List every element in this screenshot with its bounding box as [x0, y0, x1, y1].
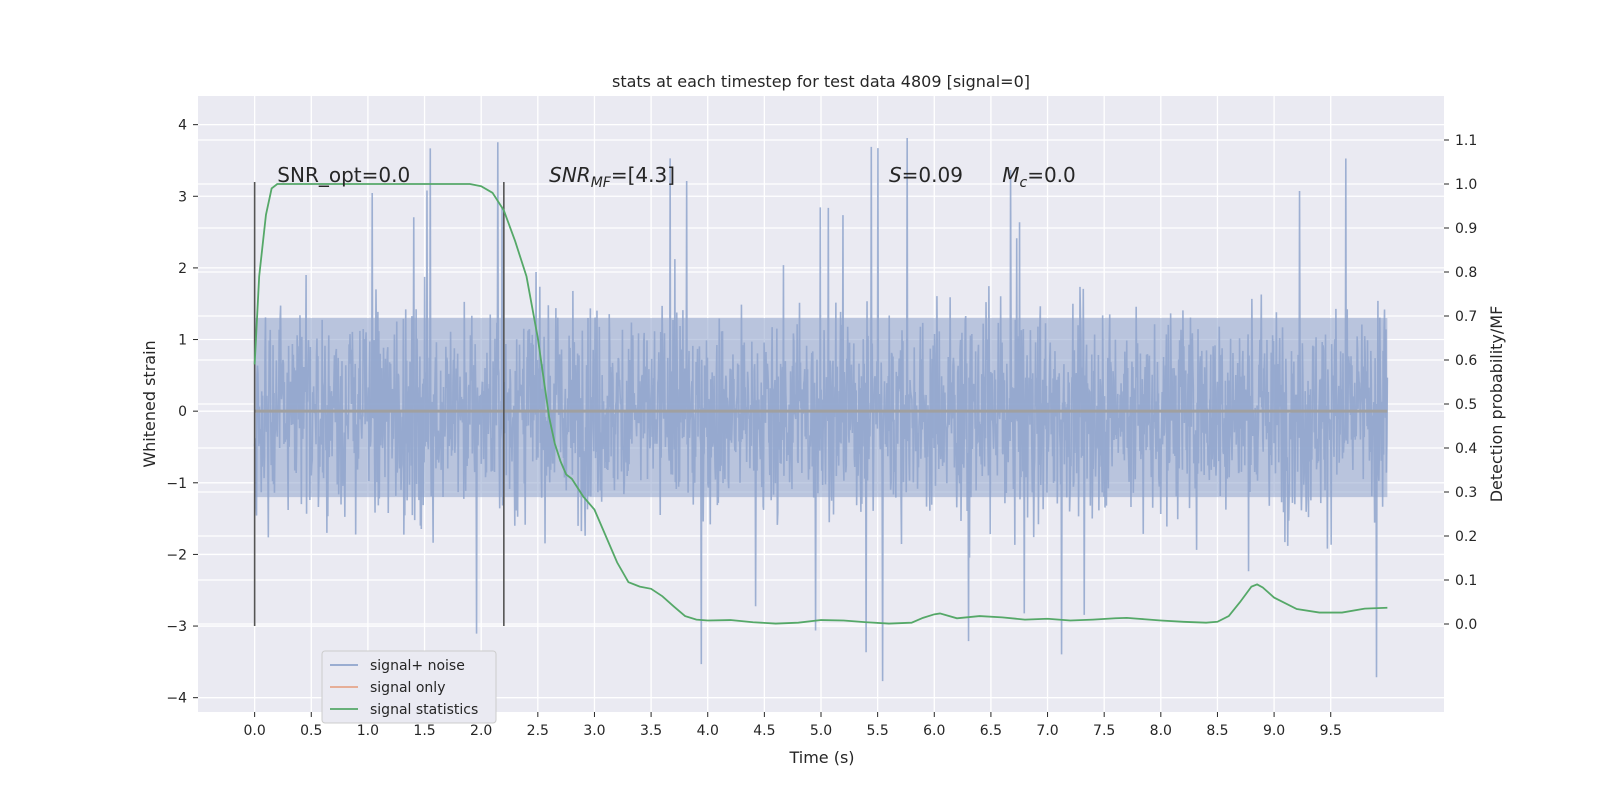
- y2-tick-label: 1.1: [1455, 133, 1477, 149]
- y2-tick-label: 0.3: [1455, 485, 1477, 501]
- annotation: SNRMF=[4.3]: [549, 163, 675, 191]
- y2-tick-label: 0.7: [1455, 309, 1477, 325]
- legend-label: signal statistics: [370, 702, 478, 718]
- x-tick-label: 1.5: [413, 723, 435, 739]
- y-axis-label: Whitened strain: [140, 340, 159, 467]
- y-tick-label: 1: [178, 333, 187, 349]
- y2-tick-label: 0.0: [1455, 617, 1477, 633]
- legend-box: [321, 650, 497, 724]
- x-axis-ticks: 0.0 0.5 1.0 1.5 2.0 2.5 3.0 3.5 4.0 4.5 5.0 5.5 6.0 6…: [244, 712, 1342, 739]
- y2-tick-label: 0.8: [1455, 265, 1477, 281]
- x-tick-label: 3.5: [640, 723, 662, 739]
- chart-title: stats at each timestep for test data 480…: [612, 72, 1030, 91]
- x-tick-label: 9.0: [1263, 723, 1285, 739]
- x-tick-label: 5.0: [810, 723, 832, 739]
- y2-axis-ticks: 1.1 1.0 0.9 0.8 0.7 0.6 0.5 0.4 0.3 0.2 0.1 0.0: [1444, 133, 1477, 633]
- vertical-markers: [253, 181, 505, 627]
- x-tick-label: 9.5: [1320, 723, 1342, 739]
- y2-tick-label: 0.5: [1455, 397, 1477, 413]
- y2-tick-label: 0.2: [1455, 529, 1477, 545]
- x-tick-label: 2.0: [470, 723, 492, 739]
- legend: signal+ noise signal only signal statistic…: [321, 650, 497, 724]
- y2-tick-label: 0.1: [1455, 573, 1477, 589]
- y2-tick-label: 0.4: [1455, 441, 1477, 457]
- x-tick-label: 4.5: [753, 723, 775, 739]
- legend-label: signal+ noise: [370, 658, 465, 674]
- y-tick-label: 3: [178, 189, 187, 205]
- y-axis-ticks: 4 3 2 1 0 −1 −2 −3 −4: [166, 118, 198, 707]
- annotation: Mc=0.0: [1002, 163, 1076, 191]
- x-tick-label: 6.0: [923, 723, 945, 739]
- x-tick-label: 7.5: [1093, 723, 1115, 739]
- x-tick-label: 3.0: [583, 723, 605, 739]
- x-tick-label: 8.0: [1150, 723, 1172, 739]
- y-tick-label: −1: [166, 476, 187, 492]
- series-signal-statistics: [253, 183, 1388, 625]
- annotations: SNR_opt=0.0 SNRMF=[4.3] S=0.09 Mc=0.0: [277, 163, 1075, 191]
- y-tick-label: 4: [178, 118, 187, 134]
- x-axis-label: Time (s): [788, 748, 854, 767]
- y-tick-label: −3: [166, 619, 187, 635]
- x-tick-label: 6.5: [980, 723, 1002, 739]
- x-tick-label: 7.0: [1036, 723, 1058, 739]
- x-tick-label: 1.0: [357, 723, 379, 739]
- x-tick-label: 8.5: [1206, 723, 1228, 739]
- y2-tick-label: 0.6: [1455, 353, 1477, 369]
- y-tick-label: 0: [178, 404, 187, 420]
- x-tick-label: 0.0: [244, 723, 266, 739]
- y-tick-label: −2: [166, 547, 187, 563]
- y2-axis-label: Detection probability/MF: [1487, 306, 1506, 503]
- y2-tick-label: 1.0: [1455, 177, 1477, 193]
- x-tick-label: 5.5: [867, 723, 889, 739]
- y-tick-label: 2: [178, 261, 187, 277]
- series-signal-noise: [253, 137, 1389, 682]
- noise-core-band: [254, 318, 1388, 498]
- y-tick-label: −4: [166, 691, 187, 707]
- annotation: SNR_opt=0.0: [277, 163, 410, 187]
- x-tick-label: 2.5: [527, 723, 549, 739]
- y2-tick-label: 0.9: [1455, 221, 1477, 237]
- x-tick-label: 0.5: [300, 723, 322, 739]
- x-tick-label: 4.0: [697, 723, 719, 739]
- legend-label: signal only: [370, 680, 445, 696]
- annotation: S=0.09: [889, 163, 963, 187]
